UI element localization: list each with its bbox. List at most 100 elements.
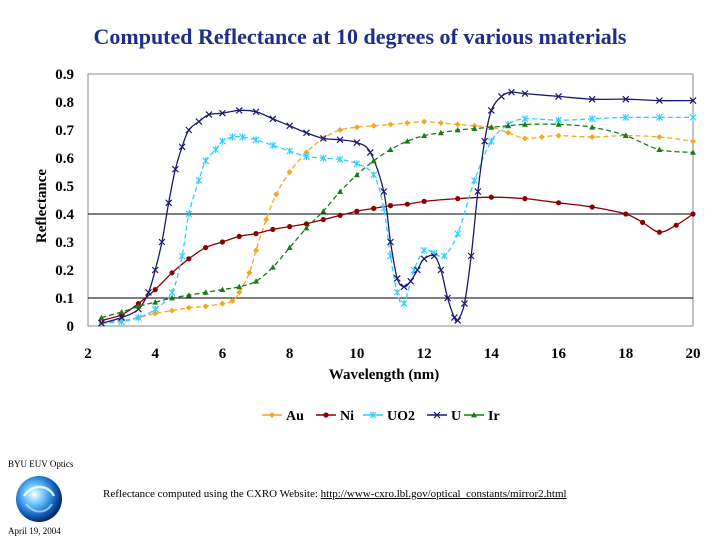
x-tick-label: 10 [349, 346, 364, 362]
data-point-u [165, 199, 173, 207]
data-point-uo2 [689, 113, 697, 121]
legend-item-u: U [427, 409, 461, 424]
data-point-uo2 [656, 113, 663, 121]
y-tick-label: 0.9 [55, 67, 74, 83]
data-point-uo2 [400, 300, 408, 308]
x-tick-label: 4 [151, 346, 159, 362]
data-point-ni [555, 200, 562, 206]
data-point-u [269, 115, 277, 123]
data-point-uo2 [336, 155, 344, 163]
data-point-uo2 [135, 314, 142, 322]
x-tick-label: 6 [219, 346, 227, 362]
data-point-uo2 [393, 288, 401, 296]
data-point-ir [589, 124, 596, 130]
data-point-uo2 [219, 137, 226, 145]
data-point-ir [622, 132, 629, 138]
byu-euv-logo-icon [16, 476, 62, 522]
data-point-ir [169, 295, 176, 301]
data-point-ir [303, 225, 310, 231]
data-point-uo2 [440, 252, 448, 260]
data-point-ni [169, 270, 175, 276]
data-point-u [467, 252, 475, 260]
data-point-u [393, 274, 401, 282]
data-point-ni [623, 211, 629, 217]
data-point-au [263, 216, 270, 223]
x-tick-labels: 2 4 6 8 10 12 14 16 18 20 [84, 346, 700, 362]
data-point-ir [656, 146, 663, 152]
y-tick-label: 0.6 [55, 151, 74, 167]
series-ir [98, 121, 696, 320]
data-point-uo2 [185, 210, 193, 218]
data-point-u [252, 108, 260, 116]
data-point-u [353, 139, 361, 147]
data-point-ni [371, 205, 377, 211]
data-point-u [219, 109, 226, 117]
data-point-u [588, 95, 596, 103]
data-point-uo2 [487, 137, 495, 145]
x-tick-label: 20 [686, 346, 701, 362]
data-point-ir [370, 157, 377, 164]
data-point-ir [353, 171, 360, 178]
data-point-uo2 [229, 133, 236, 141]
data-point-ni [589, 204, 595, 210]
data-point-au [454, 121, 461, 128]
data-point-u [235, 106, 243, 114]
data-point-u [158, 238, 166, 246]
data-point-ni [270, 226, 276, 232]
data-point-ir [253, 278, 260, 284]
data-point-ni [656, 229, 662, 235]
legend-item-au: Au [262, 409, 304, 424]
footer-org: BYU EUV Optics [8, 459, 74, 469]
legend-marker-uo2 [369, 411, 377, 419]
data-point-ir [236, 283, 243, 290]
data-point-ir [505, 122, 512, 129]
x-tick-label: 2 [84, 346, 92, 362]
data-point-au [437, 120, 444, 126]
data-point-ni [152, 287, 158, 293]
data-point-au [656, 134, 663, 140]
legend: Au Ni UO2 U Ir [262, 409, 500, 424]
data-point-u [444, 294, 452, 302]
data-point-au [236, 289, 243, 296]
data-point-u [366, 148, 374, 156]
data-point-u [555, 92, 562, 100]
x-tick-label: 18 [618, 346, 633, 362]
data-point-uo2 [151, 305, 159, 313]
data-point-u [171, 165, 179, 173]
data-point-u [98, 319, 105, 327]
series-line-au [101, 120, 694, 324]
y-tick-label: 0.8 [55, 95, 74, 111]
data-point-au [303, 149, 310, 156]
footer-date: April 19, 2004 [8, 526, 61, 536]
data-point-u [185, 126, 193, 134]
data-point-au [370, 122, 377, 129]
data-point-uo2 [521, 115, 529, 123]
y-tick-label: 0.1 [55, 291, 74, 307]
data-point-au [404, 120, 411, 126]
legend-marker-u [433, 411, 441, 419]
legend-label-u: U [451, 409, 461, 424]
data-point-au [246, 269, 253, 276]
data-point-uo2 [178, 252, 186, 260]
data-point-ni [673, 222, 679, 228]
y-axis-label: Reflectance [34, 169, 50, 243]
data-point-ni [455, 196, 461, 202]
cxro-link[interactable]: http://www-cxro.lbl.gov/optical_constant… [320, 488, 567, 500]
data-point-uo2 [195, 176, 203, 184]
data-point-au [337, 127, 344, 133]
data-point-u [481, 137, 489, 145]
data-point-au [589, 134, 596, 140]
data-point-u [508, 88, 515, 96]
data-point-u [151, 266, 159, 274]
data-point-uo2 [286, 147, 294, 155]
data-point-uo2 [168, 288, 176, 296]
y-tick-label: 0.7 [55, 123, 74, 139]
data-point-u [413, 266, 421, 274]
y-tick-labels: 0 0.1 0.2 0.3 0.4 0.5 0.6 0.7 0.8 0.9 [55, 67, 74, 335]
y-tick-label: 0 [67, 319, 75, 335]
x-tick-label: 8 [286, 346, 294, 362]
data-point-uo2 [269, 141, 277, 149]
data-point-au [555, 132, 562, 139]
data-point-u [145, 288, 152, 296]
